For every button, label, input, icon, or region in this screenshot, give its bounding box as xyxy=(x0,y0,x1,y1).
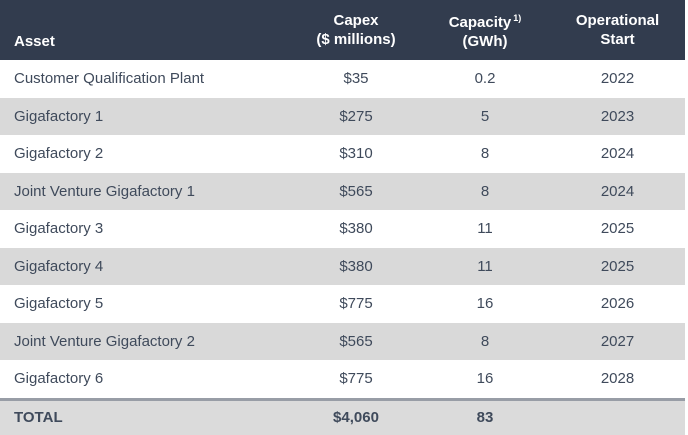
cell-asset: Joint Venture Gigafactory 2 xyxy=(14,332,195,350)
cell-capex: $380 xyxy=(339,220,373,238)
cell-capex: $380 xyxy=(339,257,373,275)
table-row: Gigafactory 6 $775 16 2028 xyxy=(0,360,685,398)
cell-capacity: 16 xyxy=(476,370,494,388)
footnote-marker: 1) xyxy=(513,13,522,23)
table-total-row: TOTAL $4,060 83 xyxy=(0,397,685,435)
cell-asset: Customer Qualification Plant xyxy=(14,70,205,88)
column-header-capex-line2: ($ millions) xyxy=(316,31,396,48)
cell-operational-start: 2022 xyxy=(600,70,635,88)
cell-capex: $565 xyxy=(339,182,373,200)
cell-asset: Gigafactory 6 xyxy=(14,370,104,388)
cell-asset: Gigafactory 1 xyxy=(14,107,104,125)
table-row: Gigafactory 4 $380 11 2025 xyxy=(0,247,685,285)
cell-capacity: 5 xyxy=(480,107,490,125)
cell-capex: $775 xyxy=(339,370,373,388)
cell-operational-start: 2025 xyxy=(600,257,635,275)
cell-capacity: 8 xyxy=(480,332,490,350)
table-row: Gigafactory 3 $380 11 2025 xyxy=(0,210,685,248)
cell-capex: $775 xyxy=(339,295,373,313)
cell-operational-start: 2024 xyxy=(600,145,635,163)
table-row: Customer Qualification Plant $35 0.2 202… xyxy=(0,60,685,98)
cell-capacity: 8 xyxy=(480,145,490,163)
cell-asset: Gigafactory 4 xyxy=(14,257,104,275)
cell-capacity: 11 xyxy=(477,220,493,238)
cell-capex: $310 xyxy=(339,145,373,163)
cell-capacity: 11 xyxy=(477,257,493,275)
column-header-capacity-line2: (GWh) xyxy=(462,33,508,50)
cell-capex: $35 xyxy=(343,70,369,88)
table-row: Gigafactory 2 $310 8 2024 xyxy=(0,135,685,173)
total-capex: $4,060 xyxy=(333,409,379,427)
cell-asset: Gigafactory 3 xyxy=(14,220,104,238)
column-header-capacity-line1: Capacity 1) xyxy=(420,9,550,32)
table-header-row: Asset Capex ($ millions) Capacity 1) (GWh… xyxy=(0,0,685,60)
column-header-operational-start: Operational Start xyxy=(550,11,685,49)
column-header-operational-line1: Operational xyxy=(575,12,660,29)
cell-operational-start: 2026 xyxy=(600,295,635,313)
cell-capacity: 16 xyxy=(476,295,494,313)
cell-operational-start: 2027 xyxy=(600,332,635,350)
cell-asset: Gigafactory 2 xyxy=(14,145,104,163)
table-row: Gigafactory 5 $775 16 2026 xyxy=(0,285,685,323)
cell-asset: Gigafactory 5 xyxy=(14,295,104,313)
cell-operational-start: 2023 xyxy=(600,107,635,125)
total-label: TOTAL xyxy=(14,409,63,427)
cell-capacity: 8 xyxy=(480,182,490,200)
column-header-asset-label: Asset xyxy=(14,33,55,50)
column-header-capex-line1: Capex xyxy=(333,12,379,29)
cell-asset: Joint Venture Gigafactory 1 xyxy=(14,182,195,200)
cell-capex: $565 xyxy=(339,332,373,350)
column-header-capacity: Capacity 1) (GWh) xyxy=(420,9,550,51)
cell-capex: $275 xyxy=(339,107,373,125)
column-header-operational-line2: Start xyxy=(600,31,635,48)
column-header-capacity-label: Capacity xyxy=(448,14,512,31)
table-row: Gigafactory 1 $275 5 2023 xyxy=(0,97,685,135)
total-capacity: 83 xyxy=(476,409,494,427)
column-header-capex: Capex ($ millions) xyxy=(292,11,420,49)
cell-operational-start: 2028 xyxy=(600,370,635,388)
cell-operational-start: 2024 xyxy=(600,182,635,200)
cell-operational-start: 2025 xyxy=(600,220,635,238)
table-row: Joint Venture Gigafactory 1 $565 8 2024 xyxy=(0,172,685,210)
cell-capacity: 0.2 xyxy=(474,70,496,88)
column-header-asset: Asset xyxy=(0,32,292,60)
table-row: Joint Venture Gigafactory 2 $565 8 2027 xyxy=(0,322,685,360)
